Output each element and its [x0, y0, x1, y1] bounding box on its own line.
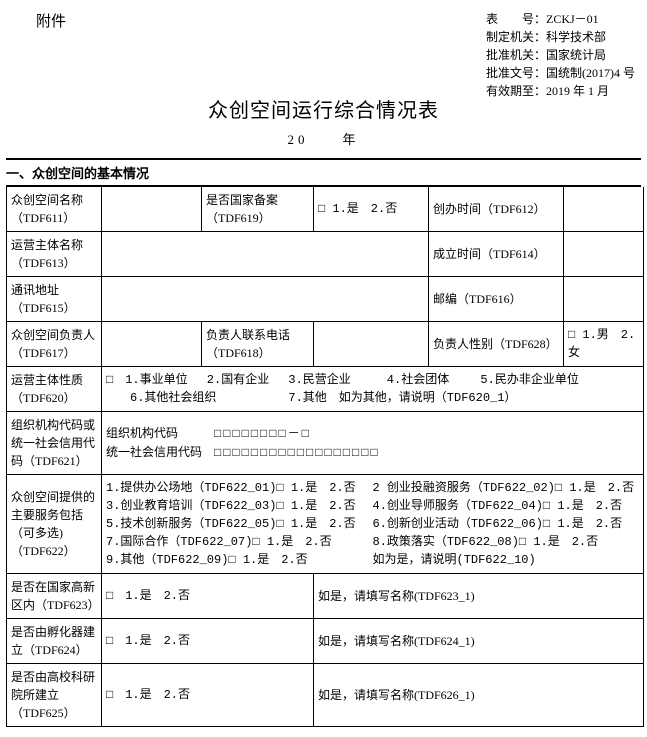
input-hitech[interactable]: □ 1.是 2.否	[102, 574, 314, 619]
meta-valid-k: 有效期至：	[486, 82, 546, 100]
svc-4: 4.创业导师服务（TDF622_04)□ 1.是 2.否	[373, 497, 640, 515]
label-phone: 负责人联系电话（TDF618）	[202, 322, 314, 367]
label-established: 成立时间（TDF614）	[429, 232, 564, 277]
input-established[interactable]	[564, 232, 644, 277]
label-services: 众创空间提供的主要服务包括（可多选)（TDF622）	[7, 475, 102, 574]
input-services[interactable]: 1.提供办公场地（TDF622_01)□ 1.是 2.否2 创业投融资服务（TD…	[102, 475, 644, 574]
svc-7: 7.国际合作（TDF622_07)□ 1.是 2.否	[106, 533, 373, 551]
table-row: 是否由高校科研院所建立（TDF625） □ 1.是 2.否 如是，请填写名称(T…	[7, 664, 644, 727]
meta-approver-v: 国家统计局	[546, 46, 606, 64]
meta-issuer-k: 制定机关：	[486, 28, 546, 46]
input-university-name[interactable]: 如是，请填写名称(TDF626_1)	[314, 664, 644, 727]
table-row: 众创空间提供的主要服务包括（可多选)（TDF622） 1.提供办公场地（TDF6…	[7, 475, 644, 574]
orgcode-line2-boxes: □□□□□□□□□□□□□□□□□□	[214, 446, 380, 460]
input-address[interactable]	[102, 277, 429, 322]
label-incubator: 是否由孵化器建立（TDF624）	[7, 619, 102, 664]
table-row: 是否由孵化器建立（TDF624） □ 1.是 2.否 如是，请填写名称(TDF6…	[7, 619, 644, 664]
svc-2: 2 创业投融资服务（TDF622_02)□ 1.是 2.否	[373, 479, 640, 497]
header-meta: 表 号：ZCKJ－01 制定机关：科学技术部 批准机关：国家统计局 批准文号：国…	[486, 10, 641, 100]
orgcode-line1-boxes: □□□□□□□□－□	[214, 427, 311, 441]
input-postcode[interactable]	[564, 277, 644, 322]
table-row: 组织机构代码或统一社会信用代码（TDF621） 组织机构代码 □□□□□□□□－…	[7, 412, 644, 475]
label-nature: 运营主体性质（TDF620）	[7, 367, 102, 412]
label-orgcode: 组织机构代码或统一社会信用代码（TDF621）	[7, 412, 102, 475]
meta-approver-k: 批准机关：	[486, 46, 546, 64]
label-filed: 是否国家备案（TDF619）	[202, 187, 314, 232]
input-incubator[interactable]: □ 1.是 2.否	[102, 619, 314, 664]
svc-3: 3.创业教育培训（TDF622_03)□ 1.是 2.否	[106, 497, 373, 515]
meta-tableno-k: 表 号：	[486, 10, 546, 28]
label-founded: 创办时间（TDF612）	[429, 187, 564, 232]
label-operator: 运营主体名称（TDF613）	[7, 232, 102, 277]
input-filed[interactable]: □ 1.是 2.否	[314, 187, 429, 232]
label-leader: 众创空间负责人（TDF617）	[7, 322, 102, 367]
svc-6: 6.创新创业活动（TDF622_06)□ 1.是 2.否	[373, 515, 640, 533]
nature-line1: □ 1.事业单位 2.国有企业 3.民营企业 4.社会团体 5.民办非企业单位	[106, 371, 639, 389]
svc-8: 8.政策落实（TDF622_08)□ 1.是 2.否	[373, 533, 640, 551]
input-orgcode[interactable]: 组织机构代码 □□□□□□□□－□ 统一社会信用代码 □□□□□□□□□□□□□…	[102, 412, 644, 475]
table-row: 众创空间负责人（TDF617） 负责人联系电话（TDF618） 负责人性别（TD…	[7, 322, 644, 367]
input-incubator-name[interactable]: 如是，请填写名称(TDF624_1)	[314, 619, 644, 664]
label-space-name: 众创空间名称（TDF611）	[7, 187, 102, 232]
form-table: 众创空间名称（TDF611） 是否国家备案（TDF619） □ 1.是 2.否 …	[6, 187, 644, 727]
label-hitech: 是否在国家高新区内（TDF623）	[7, 574, 102, 619]
input-space-name[interactable]	[102, 187, 202, 232]
svc-1: 1.提供办公场地（TDF622_01)□ 1.是 2.否	[106, 479, 373, 497]
section1-heading: 一、众创空间的基本情况	[6, 158, 641, 187]
meta-issuer-v: 科学技术部	[546, 28, 606, 46]
label-university: 是否由高校科研院所建立（TDF625）	[7, 664, 102, 727]
svc-10: 如为是，请说明(TDF622_10)	[373, 551, 640, 569]
orgcode-line1-label: 组织机构代码	[106, 426, 178, 440]
label-gender: 负责人性别（TDF628）	[429, 322, 564, 367]
meta-tableno-v: ZCKJ－01	[546, 10, 599, 28]
table-row: 众创空间名称（TDF611） 是否国家备案（TDF619） □ 1.是 2.否 …	[7, 187, 644, 232]
input-founded[interactable]	[564, 187, 644, 232]
meta-approvalno-k: 批准文号：	[486, 64, 546, 82]
input-operator[interactable]	[102, 232, 429, 277]
attachment-label: 附件	[6, 10, 66, 100]
input-hitech-name[interactable]: 如是，请填写名称(TDF623_1)	[314, 574, 644, 619]
table-row: 运营主体名称（TDF613） 成立时间（TDF614）	[7, 232, 644, 277]
table-row: 通讯地址（TDF615） 邮编（TDF616）	[7, 277, 644, 322]
input-leader[interactable]	[102, 322, 202, 367]
table-row: 是否在国家高新区内（TDF623） □ 1.是 2.否 如是，请填写名称(TDF…	[7, 574, 644, 619]
input-university[interactable]: □ 1.是 2.否	[102, 664, 314, 727]
input-nature[interactable]: □ 1.事业单位 2.国有企业 3.民营企业 4.社会团体 5.民办非企业单位 …	[102, 367, 644, 412]
svc-9: 9.其他（TDF622_09)□ 1.是 2.否	[106, 551, 373, 569]
input-phone[interactable]	[314, 322, 429, 367]
table-row: 运营主体性质（TDF620） □ 1.事业单位 2.国有企业 3.民营企业 4.…	[7, 367, 644, 412]
year-line: 20 年	[6, 129, 641, 148]
label-postcode: 邮编（TDF616）	[429, 277, 564, 322]
meta-valid-v: 2019 年 1 月	[546, 82, 609, 100]
input-gender[interactable]: □ 1.男 2.女	[564, 322, 644, 367]
meta-approvalno-v: 国统制(2017)4 号	[546, 64, 635, 82]
svc-5: 5.技术创新服务（TDF622_05)□ 1.是 2.否	[106, 515, 373, 533]
nature-line2: 6.其他社会组织 7.其他 如为其他，请说明（TDF620_1）	[106, 389, 639, 407]
label-address: 通讯地址（TDF615）	[7, 277, 102, 322]
orgcode-line2-label: 统一社会信用代码	[106, 445, 202, 459]
